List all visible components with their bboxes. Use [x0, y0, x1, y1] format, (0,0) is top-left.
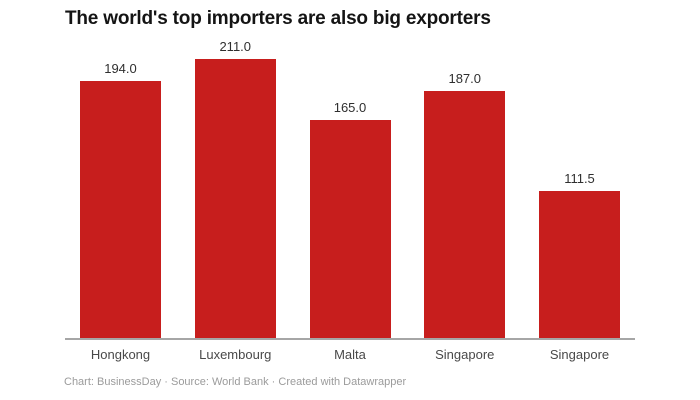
bar[interactable] — [539, 190, 620, 338]
bar-value-label: 194.0 — [104, 61, 137, 77]
x-axis-category-label: Hongkong — [90, 347, 151, 362]
bar[interactable] — [424, 90, 506, 338]
bar[interactable] — [80, 81, 161, 338]
bar-value-label: 165.0 — [333, 99, 367, 115]
x-axis-category-label: Singapore — [435, 347, 495, 362]
bar-group: 165.0 — [309, 99, 391, 338]
bar-value-label: 187.0 — [448, 70, 482, 86]
bar-group: 187.0 — [424, 70, 506, 338]
bar-value-label: 111.5 — [564, 170, 595, 186]
bar[interactable] — [194, 58, 276, 338]
bar-group: 211.0 — [194, 38, 276, 338]
bar[interactable] — [309, 119, 391, 338]
bar-group: 194.0 — [80, 61, 161, 338]
x-axis-category-label: Singapore — [549, 347, 610, 362]
bar-group: 111.5 — [539, 170, 620, 338]
x-axis-category-label: Malta — [334, 347, 366, 362]
x-axis-labels: Hongkong Luxembourg Malta Singapore Singapor… — [65, 347, 635, 362]
x-axis-category-label: Luxembourg — [199, 347, 272, 362]
plot-area: 194.0 211.0 165.0 187.0 111.5 — [65, 39, 635, 340]
bar-value-label: 211.0 — [219, 38, 252, 54]
chart-footer: Chart: BusinessDay · Source: World Bank … — [64, 376, 407, 388]
chart-title: The world's top importers are also big e… — [65, 8, 491, 29]
